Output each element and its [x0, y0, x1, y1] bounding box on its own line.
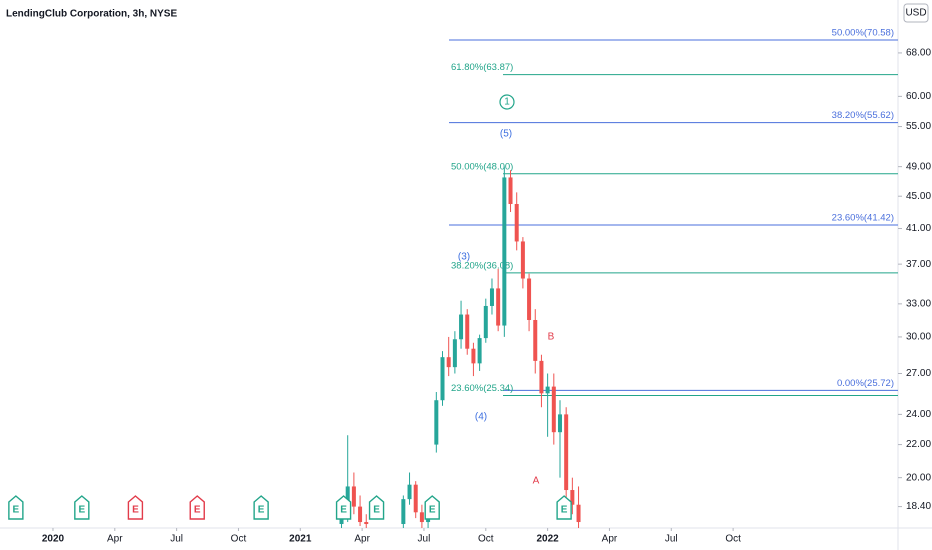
wave-label: 1	[504, 97, 510, 108]
candle-body	[576, 504, 581, 523]
earnings-marker[interactable]	[335, 495, 352, 520]
x-tick-label: Apr	[602, 534, 618, 545]
chart-title: LendingClub Corporation, 3h, NYSE	[6, 9, 177, 20]
candle-body	[401, 499, 406, 525]
candle-body	[496, 288, 501, 326]
candle-body	[419, 512, 424, 523]
y-tick-label: 60.00	[906, 91, 931, 102]
candle-body	[440, 357, 445, 401]
earnings-marker[interactable]	[368, 495, 385, 520]
wave-label: A	[533, 476, 540, 487]
earnings-label: E	[373, 505, 380, 516]
x-tick-label: Oct	[725, 534, 741, 545]
earnings-marker[interactable]	[253, 495, 269, 520]
fib-label: 50.00%(48.00)	[451, 161, 513, 172]
candle-body	[545, 386, 550, 394]
earnings-label: E	[13, 505, 20, 516]
x-tick-label: Apr	[107, 534, 123, 545]
candle-body	[514, 204, 519, 242]
x-tick-label: Oct	[478, 534, 494, 545]
earnings-label: E	[561, 505, 568, 516]
wave-label: B	[548, 332, 555, 343]
earnings-label: E	[78, 505, 85, 516]
earnings-marker[interactable]	[556, 495, 572, 520]
earnings-marker[interactable]	[424, 495, 440, 520]
candle-body	[551, 386, 556, 433]
y-tick-label: 41.00	[906, 223, 931, 234]
x-tick-label: Oct	[231, 534, 247, 545]
candle-body	[364, 522, 369, 525]
candle-body	[446, 357, 451, 368]
earnings-marker[interactable]	[189, 495, 205, 520]
earnings-label: E	[429, 505, 436, 516]
x-tick-label: 2021	[289, 534, 312, 545]
candle-body	[452, 339, 457, 368]
candle-body	[533, 320, 538, 361]
candle-body	[434, 400, 439, 445]
y-tick-label: 68.00	[906, 48, 931, 59]
fib-label: 38.20%(55.62)	[832, 110, 894, 121]
candle-body	[477, 338, 482, 364]
candle-body	[557, 414, 562, 433]
y-tick-label: 27.00	[906, 368, 931, 379]
candle-body	[471, 348, 476, 364]
candle-body	[508, 177, 513, 205]
y-tick-label: 55.00	[906, 121, 931, 132]
x-tick-label: Apr	[354, 534, 370, 545]
earnings-label: E	[258, 505, 265, 516]
fib-label: 38.20%(36.08)	[451, 260, 513, 271]
candle-body	[483, 305, 488, 339]
candle-body	[351, 486, 356, 507]
y-tick-label: 49.00	[906, 161, 931, 172]
x-tick-label: Jul	[418, 534, 431, 545]
candle-body	[465, 314, 470, 349]
candle-body	[570, 490, 575, 505]
fib-label: 61.80%(63.87)	[451, 62, 513, 73]
y-tick-label: 22.00	[906, 439, 931, 450]
earnings-label: E	[132, 505, 139, 516]
y-tick-label: 45.00	[906, 191, 931, 202]
earnings-marker[interactable]	[74, 495, 90, 520]
fib-label: 23.60%(41.42)	[832, 212, 894, 223]
earnings-marker[interactable]	[8, 495, 24, 520]
wave-label: (4)	[475, 412, 487, 423]
candle-body	[502, 177, 507, 326]
candle-body	[413, 484, 418, 513]
candle-body	[527, 278, 532, 321]
candle-body	[358, 506, 363, 523]
annotation-circle	[499, 94, 515, 110]
earnings-marker[interactable]	[127, 495, 144, 520]
currency-box[interactable]	[903, 3, 929, 23]
candle-body	[539, 360, 544, 394]
y-tick-label: 30.00	[906, 332, 931, 343]
y-tick-label: 37.00	[906, 259, 931, 270]
plot-area: 50.00%(70.58) 38.20%(55.62) 23.60%(41.42) 0…	[8, 28, 898, 528]
x-tick-label: Jul	[665, 534, 678, 545]
candle-body	[459, 314, 464, 340]
candle-body	[407, 484, 412, 500]
y-tick-label: 33.00	[906, 298, 931, 309]
x-tick-label: 2020	[42, 534, 65, 545]
wave-label: (3)	[458, 252, 470, 263]
candle-body	[520, 241, 525, 279]
x-tick-label: 2022	[536, 534, 559, 545]
earnings-label: E	[340, 505, 347, 516]
candle-body	[339, 516, 344, 525]
candle-body	[426, 518, 431, 523]
currency[interactable]: USD	[905, 8, 926, 19]
candle-body	[564, 414, 569, 491]
y-tick-label: 18.40	[906, 501, 931, 512]
fib-label: 50.00%(70.58)	[832, 28, 894, 39]
y-tick-label: 20.00	[906, 472, 931, 483]
y-tick-label: 24.00	[906, 409, 931, 420]
fib-label: 0.00%(25.72)	[837, 378, 894, 389]
earnings-label: E	[194, 505, 201, 516]
x-tick-label: Jul	[170, 534, 183, 545]
wave-label: (5)	[500, 129, 512, 140]
candle-body	[489, 288, 494, 306]
fib-label: 23.60%(25.34)	[451, 383, 513, 394]
